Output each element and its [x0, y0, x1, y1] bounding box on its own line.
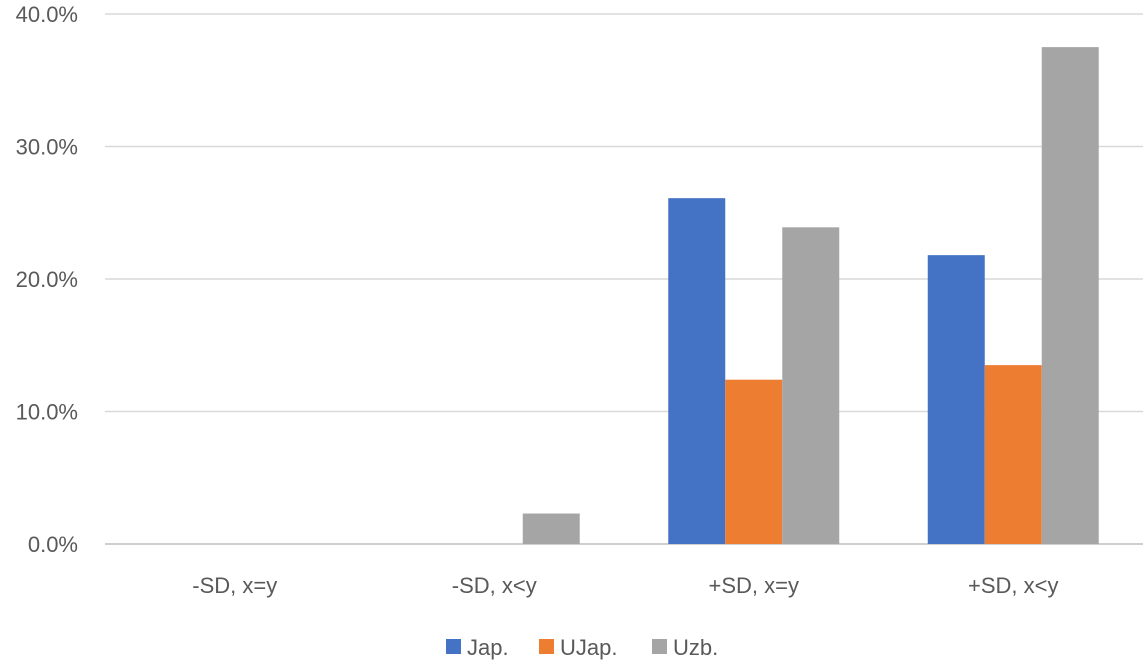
- legend-label: Jap.: [467, 635, 509, 660]
- y-axis-tick-labels: 0.0% 10.0% 20.0% 30.0% 40.0%: [16, 2, 78, 557]
- bar-uzb: [522, 513, 580, 544]
- x-category-label: -SD, x=y: [192, 573, 277, 598]
- x-category-label: +SD, x=y: [709, 573, 799, 598]
- bar-ujap: [725, 379, 783, 544]
- y-tick-label: 0.0%: [28, 532, 78, 557]
- x-category-label: -SD, x<y: [452, 573, 537, 598]
- bar-uzb: [782, 227, 840, 544]
- y-tick-label: 40.0%: [16, 2, 78, 27]
- legend-swatch: [652, 639, 667, 654]
- legend: Jap. UJap. Uzb.: [446, 635, 718, 660]
- x-axis-category-labels: -SD, x=y -SD, x<y +SD, x=y +SD, x<y: [192, 573, 1058, 598]
- x-category-label: +SD, x<y: [968, 573, 1058, 598]
- bar-jap: [927, 255, 985, 544]
- legend-label: Uzb.: [673, 635, 718, 660]
- y-tick-label: 30.0%: [16, 135, 78, 160]
- y-tick-label: 10.0%: [16, 400, 78, 425]
- bar-ujap: [984, 365, 1042, 544]
- bars: [522, 47, 1099, 545]
- bar-jap: [668, 198, 726, 545]
- legend-swatch: [539, 639, 554, 654]
- y-tick-label: 20.0%: [16, 267, 78, 292]
- legend-swatch: [446, 639, 461, 654]
- legend-label: UJap.: [560, 635, 617, 660]
- bar-uzb: [1041, 47, 1099, 544]
